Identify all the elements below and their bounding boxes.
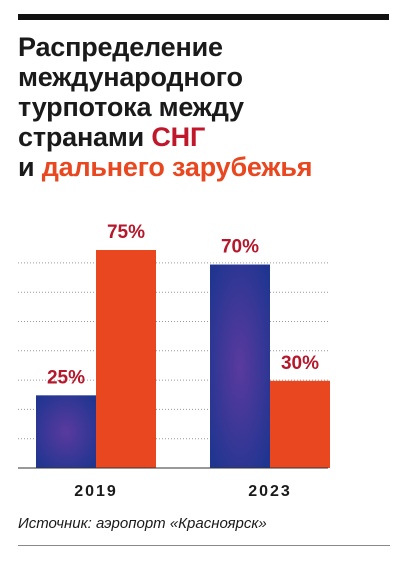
bar-cis-2023 [210, 264, 270, 468]
title-line-2: международного [18, 62, 243, 92]
title-line-3: турпотока между [18, 92, 244, 122]
bar-cis-2019 [36, 395, 96, 468]
top-rule [18, 14, 389, 20]
data-label-cis-2023: 70% [221, 237, 259, 258]
x-tick-label: 2023 [248, 483, 292, 500]
title-line-1: Распределение [18, 32, 223, 62]
title-line-4-prefix: странами [18, 122, 152, 152]
title-line-4: странами СНГ [18, 122, 408, 152]
data-label-far-abroad-2023: 30% [281, 353, 319, 374]
bar-far-abroad-2019 [96, 250, 156, 468]
chart-title: Распределение международного турпотока м… [18, 32, 408, 182]
source-rule [18, 545, 390, 546]
data-label-cis-2019: 25% [47, 367, 85, 388]
title-line-5: и дальнего зарубежья [18, 152, 408, 182]
title-far-abroad-highlight: дальнего зарубежья [41, 152, 313, 182]
bar-far-abroad-2023 [270, 380, 330, 468]
data-label-far-abroad-2019: 75% [107, 222, 145, 243]
x-tick-label: 2019 [74, 483, 118, 500]
source-note: Источник: аэропорт «Красноярск» [18, 515, 267, 532]
title-line-5-prefix: и [18, 152, 42, 182]
title-cis-highlight: СНГ [151, 122, 206, 152]
